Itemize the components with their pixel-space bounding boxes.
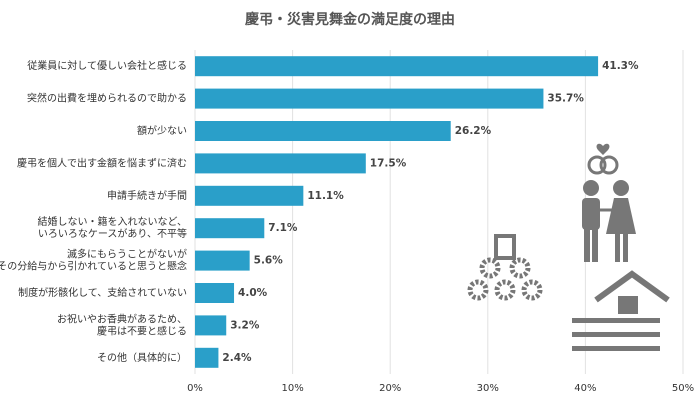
value-label: 26.2% [455,125,492,137]
person-icon [613,180,629,196]
chart-title: 慶弔・災害見舞金の満足度の理由 [245,11,455,28]
person-icon [606,198,636,234]
flower-icon [494,234,516,260]
person-icon [615,234,620,262]
flower-icon [521,279,543,301]
bar [195,315,227,336]
flower-icon [467,279,489,301]
y-tick-label: お祝いやお香典があるため、 [57,312,187,325]
y-tick-label: 制度が形骸化して、支給されていない [18,286,187,299]
heart-icon [596,143,610,155]
x-tick-label: 30% [477,383,499,394]
plot-area: 0% 10% 20% 30% 40% 50% 従業員に対して優しい会社と感じる 41.3% 突然… [0,50,694,394]
x-tick-label: 50% [672,383,694,394]
person-icon [623,234,628,262]
bar [195,218,265,239]
value-label: 3.2% [230,319,260,331]
person-icon [583,180,599,196]
bar [195,250,250,271]
person-icon [582,198,600,230]
ring-icon [599,155,619,175]
value-label: 11.1% [307,190,344,202]
x-tick-label: 0% [187,383,203,394]
bar [195,88,544,109]
bar [195,283,235,303]
value-label: 17.5% [370,157,407,169]
y-tick-label: 結婚しない・籍を入れないなど、 [38,215,188,228]
bar [195,56,599,77]
decoration-icons [467,143,670,351]
house-icon [618,296,638,314]
y-tick-label: 従業員に対して優しい会社と感じる [27,59,187,72]
value-label: 7.1% [268,222,298,234]
bar [195,347,219,368]
y-tick-label: 慶弔を個人で出す金額を悩まずに済む [17,156,187,169]
value-label: 5.6% [254,255,284,267]
value-label: 4.0% [238,287,268,299]
bar [195,153,366,174]
y-tick-label: その他（具体的に） [97,351,187,364]
y-tick-label: いろいろなケースがあり、不平等 [38,227,187,240]
person-icon [592,228,598,262]
x-tick-label: 20% [379,383,401,394]
bar [195,185,304,206]
house-icon [594,270,670,303]
value-label: 41.3% [602,60,639,72]
flower-icon [509,257,531,279]
y-tick-label: 突然の出費を埋められるので助かる [27,92,187,105]
x-tick-label: 40% [574,383,596,394]
person-icon [584,228,590,262]
x-tick-label: 10% [281,383,303,394]
y-tick-label: 慶弔は不要と感じる [97,324,187,337]
bar [195,121,451,141]
water-icon [572,346,660,351]
y-tick-label: その分給与から引かれていると思うと懸念 [0,260,187,273]
ring-icon [587,155,607,175]
value-label: 2.4% [222,352,252,364]
y-tick-label: 申請手続きが手間 [107,189,187,202]
value-label: 35.7% [547,93,584,105]
y-tick-label: 額が少ない [137,124,187,137]
water-icon [572,318,660,323]
y-tick-label: 滅多にもらうことがないが [67,248,187,261]
flower-icon [479,257,501,279]
flower-icon [494,279,516,301]
water-icon [572,332,660,337]
